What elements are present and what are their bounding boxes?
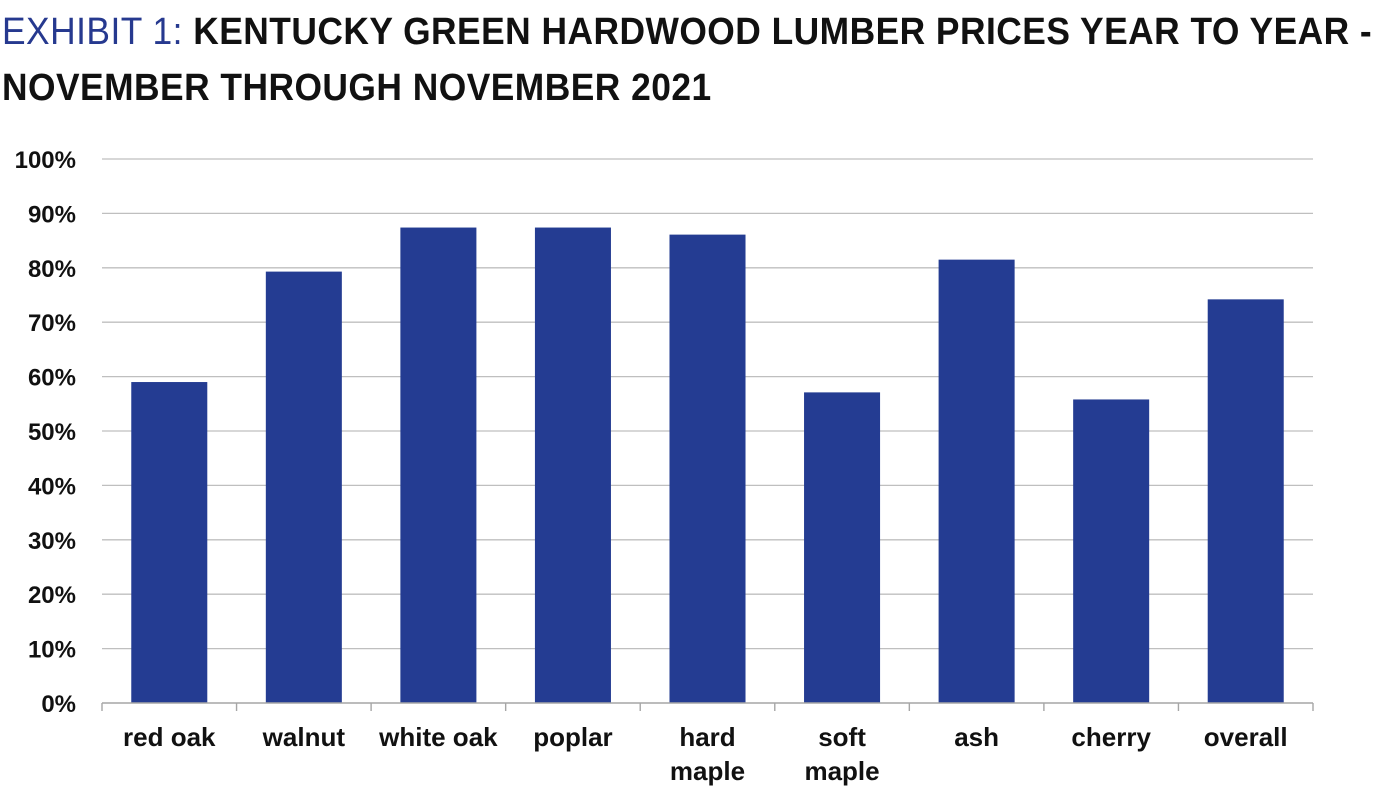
bar bbox=[1207, 299, 1284, 703]
y-tick-label: 0% bbox=[41, 691, 76, 718]
x-category-label-line: soft bbox=[818, 722, 866, 752]
x-category-label-line: maple bbox=[804, 756, 879, 786]
bar bbox=[1073, 399, 1150, 703]
bar bbox=[804, 392, 881, 703]
title-line-1: EXHIBIT 1: KENTUCKY GREEN HARDWOOD LUMBE… bbox=[2, 4, 1372, 60]
x-axis bbox=[101, 702, 1314, 711]
bars bbox=[131, 227, 1284, 703]
y-tick-label: 80% bbox=[28, 256, 76, 283]
y-tick-label: 60% bbox=[28, 365, 76, 392]
y-tick-label: 100% bbox=[15, 147, 76, 174]
y-tick-label: 50% bbox=[28, 419, 76, 446]
x-category-label: soft maple bbox=[804, 722, 879, 786]
x-category-label: poplar bbox=[533, 722, 612, 752]
x-category-label-line: red oak bbox=[123, 722, 216, 752]
x-category-label-line: maple bbox=[670, 756, 745, 786]
x-category-label-line: overall bbox=[1204, 722, 1288, 752]
title-text-line-1: KENTUCKY GREEN HARDWOOD LUMBER PRICES YE… bbox=[193, 11, 1373, 53]
x-category-label: white oak bbox=[378, 722, 498, 752]
x-category-label-line: hard bbox=[679, 722, 735, 752]
bar bbox=[669, 234, 746, 703]
x-category-label: overall bbox=[1204, 722, 1288, 752]
y-tick-label: 70% bbox=[28, 310, 76, 337]
x-category-label: red oak bbox=[123, 722, 216, 752]
title-line-2: NOVEMBER THROUGH NOVEMBER 2021 bbox=[2, 67, 712, 109]
x-category-label: hard maple bbox=[670, 722, 745, 786]
bar bbox=[938, 259, 1015, 703]
x-category-label-line: white oak bbox=[378, 722, 498, 752]
y-tick-label: 90% bbox=[28, 201, 76, 228]
bar bbox=[400, 227, 477, 703]
chart-title: EXHIBIT 1: KENTUCKY GREEN HARDWOOD LUMBE… bbox=[2, 4, 1372, 116]
y-axis-tick-labels: 0% 10% 20% 30% 40% 50% 60% 70% 80% 90% 100% bbox=[15, 147, 76, 718]
bar-chart: 0% 10% 20% 30% 40% 50% 60% 70% 80% 90% 100% red oa… bbox=[15, 147, 1314, 786]
bar bbox=[534, 227, 611, 703]
x-category-label-line: poplar bbox=[533, 722, 612, 752]
bar bbox=[265, 271, 342, 703]
x-category-label-line: cherry bbox=[1071, 722, 1151, 752]
y-tick-label: 30% bbox=[28, 528, 76, 555]
x-category-label: ash bbox=[954, 722, 999, 752]
x-category-label-line: ash bbox=[954, 722, 999, 752]
y-tick-label: 10% bbox=[28, 637, 76, 664]
x-axis-category-labels: red oak walnut white oak poplar hard maplesof… bbox=[123, 722, 1288, 786]
x-category-label: walnut bbox=[262, 722, 346, 752]
exhibit-label: EXHIBIT 1: bbox=[2, 11, 183, 53]
y-tick-label: 40% bbox=[28, 473, 76, 500]
y-tick-label: 20% bbox=[28, 582, 76, 609]
bar bbox=[131, 382, 208, 703]
x-category-label: cherry bbox=[1071, 722, 1151, 752]
x-category-label-line: walnut bbox=[262, 722, 346, 752]
